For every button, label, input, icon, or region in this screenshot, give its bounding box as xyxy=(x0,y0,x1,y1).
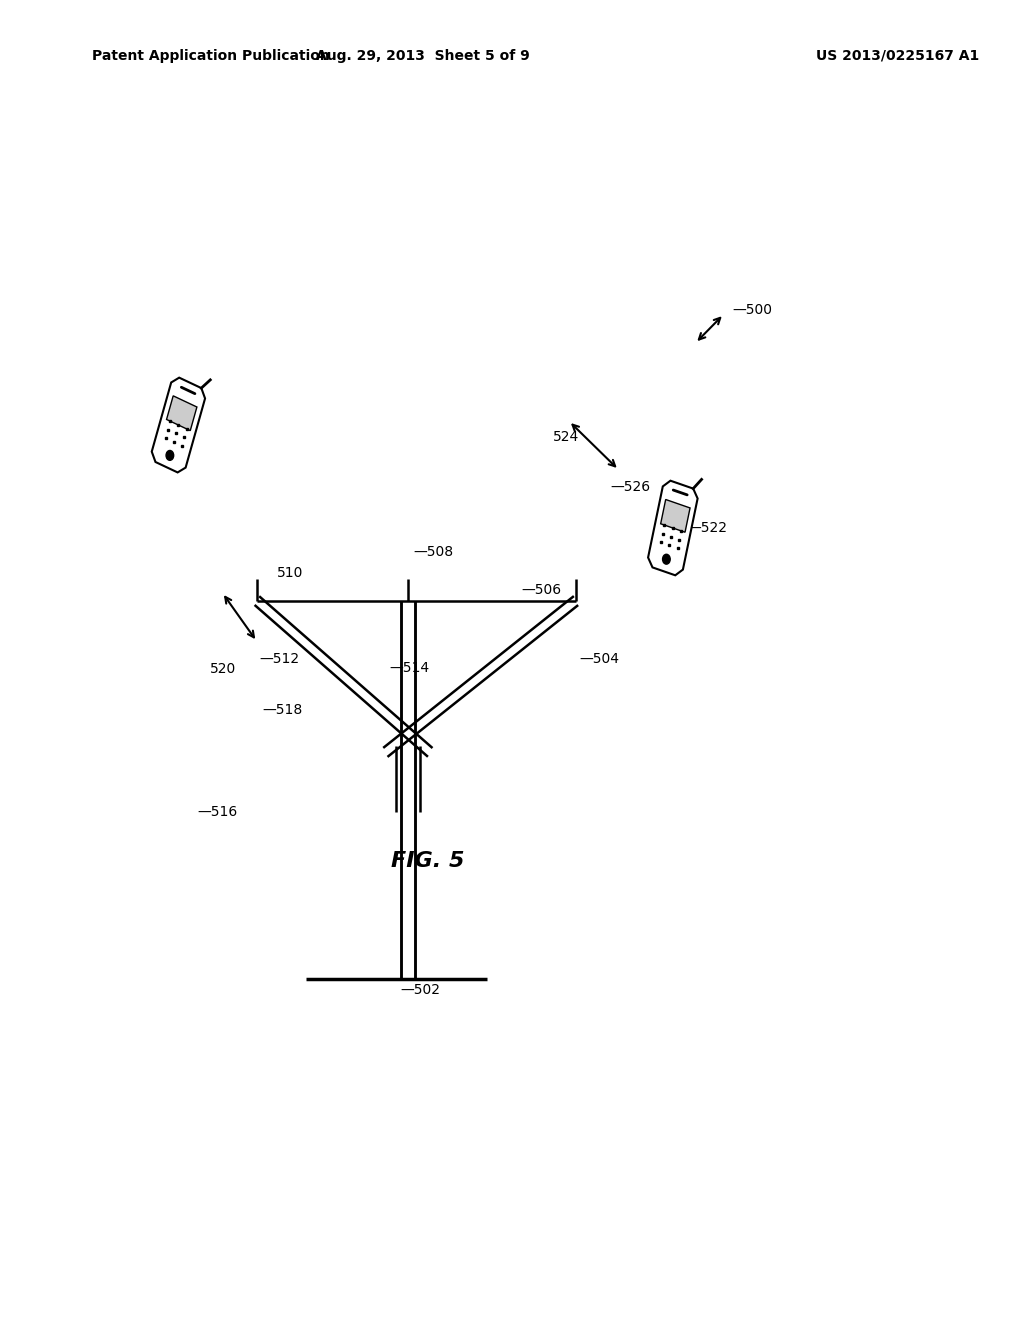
Text: —502: —502 xyxy=(400,983,440,997)
Text: Aug. 29, 2013  Sheet 5 of 9: Aug. 29, 2013 Sheet 5 of 9 xyxy=(316,49,530,63)
Polygon shape xyxy=(648,480,697,576)
Circle shape xyxy=(663,554,670,564)
Text: Patent Application Publication: Patent Application Publication xyxy=(92,49,330,63)
Text: —514: —514 xyxy=(389,661,429,675)
Text: US 2013/0225167 A1: US 2013/0225167 A1 xyxy=(815,49,979,63)
Text: —508: —508 xyxy=(413,545,453,558)
Text: —522: —522 xyxy=(687,521,727,535)
Circle shape xyxy=(166,450,174,461)
Text: —512: —512 xyxy=(259,652,299,665)
Text: —518: —518 xyxy=(262,704,302,717)
Text: —500: —500 xyxy=(732,304,772,317)
Polygon shape xyxy=(152,378,205,473)
Text: 524: 524 xyxy=(553,430,579,444)
Text: —526: —526 xyxy=(610,480,651,494)
Text: —504: —504 xyxy=(579,652,620,665)
Polygon shape xyxy=(167,396,197,430)
Text: —506: —506 xyxy=(521,583,561,597)
Polygon shape xyxy=(660,499,690,532)
Text: —516: —516 xyxy=(198,805,238,818)
Text: FIG. 5: FIG. 5 xyxy=(391,850,465,871)
Text: 520: 520 xyxy=(210,663,237,676)
Text: 510: 510 xyxy=(278,566,304,579)
